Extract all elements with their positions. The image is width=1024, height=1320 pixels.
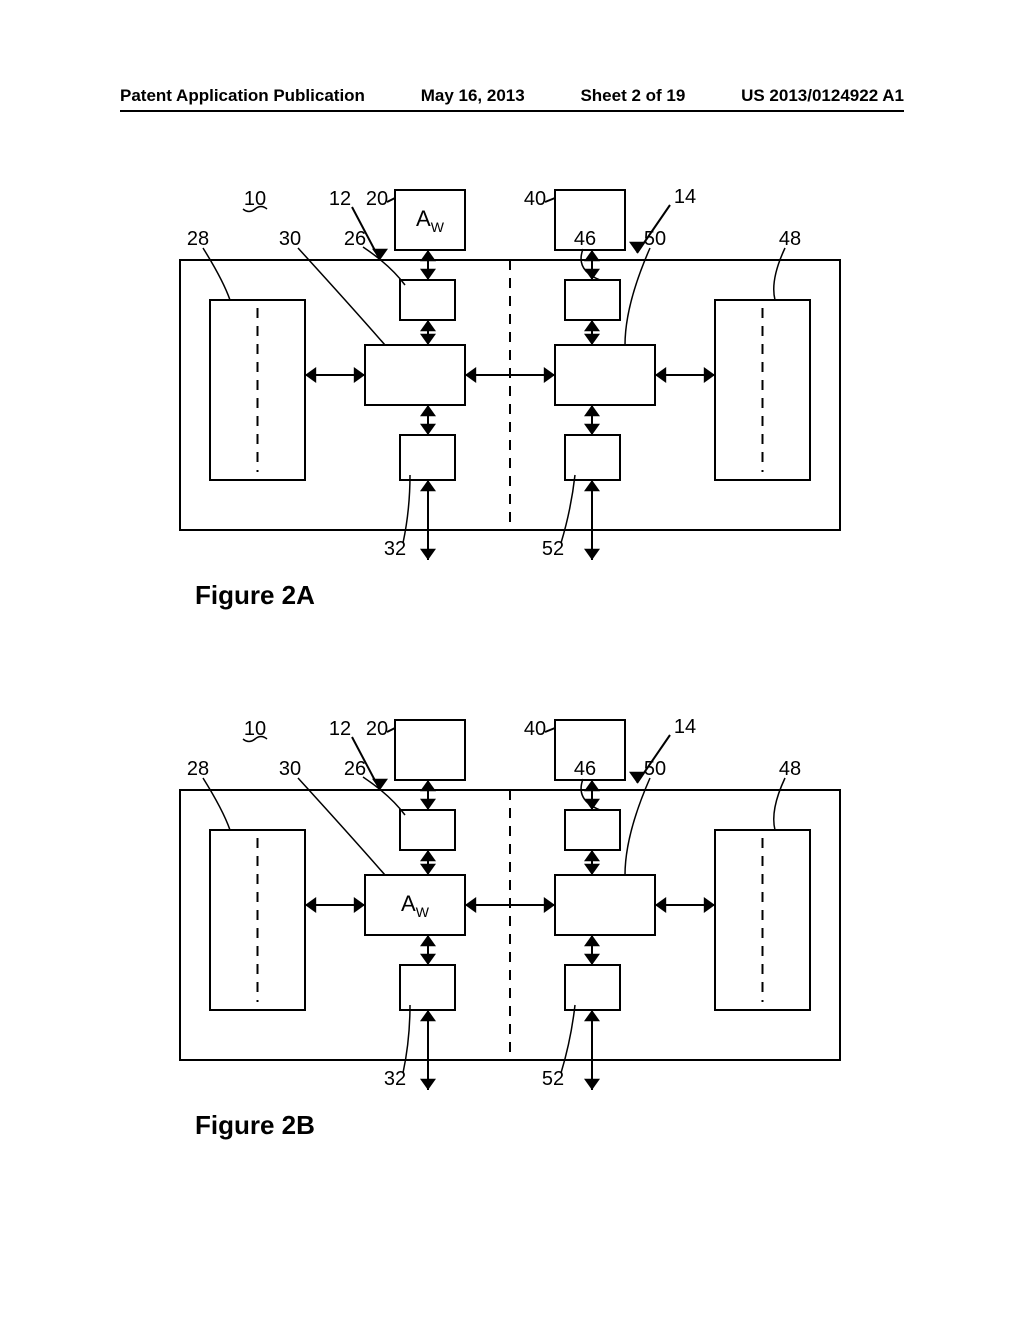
pub-date: May 16, 2013 bbox=[421, 86, 525, 106]
svg-text:30: 30 bbox=[279, 758, 301, 780]
svg-text:14: 14 bbox=[674, 186, 696, 208]
svg-text:28: 28 bbox=[187, 758, 209, 780]
figure-2b-caption: Figure 2B bbox=[195, 1110, 315, 1141]
sheet-number: Sheet 2 of 19 bbox=[580, 86, 685, 106]
svg-text:AW: AW bbox=[401, 891, 430, 920]
svg-text:48: 48 bbox=[779, 228, 801, 250]
figure-2a-caption: Figure 2A bbox=[195, 580, 315, 611]
svg-text:26: 26 bbox=[344, 228, 366, 250]
svg-text:48: 48 bbox=[779, 758, 801, 780]
svg-text:20: 20 bbox=[366, 188, 388, 210]
svg-text:30: 30 bbox=[279, 228, 301, 250]
svg-text:12: 12 bbox=[329, 718, 351, 740]
figure-2b-svg: AW10122040142830264650483252 bbox=[140, 700, 880, 1100]
svg-text:40: 40 bbox=[524, 188, 546, 210]
figure-2a-diagram: AW10122040142830264650483252 bbox=[140, 170, 880, 570]
svg-text:50: 50 bbox=[644, 758, 666, 780]
svg-text:12: 12 bbox=[329, 188, 351, 210]
svg-text:28: 28 bbox=[187, 228, 209, 250]
svg-text:20: 20 bbox=[366, 718, 388, 740]
page-header: Patent Application Publication May 16, 2… bbox=[120, 86, 904, 112]
pub-type: Patent Application Publication bbox=[120, 86, 365, 106]
svg-text:14: 14 bbox=[674, 716, 696, 738]
svg-text:26: 26 bbox=[344, 758, 366, 780]
figure-2b-diagram: AW10122040142830264650483252 bbox=[140, 700, 880, 1100]
svg-text:50: 50 bbox=[644, 228, 666, 250]
pub-number: US 2013/0124922 A1 bbox=[741, 86, 904, 106]
svg-text:46: 46 bbox=[574, 228, 596, 250]
svg-text:AW: AW bbox=[416, 206, 445, 235]
svg-text:40: 40 bbox=[524, 718, 546, 740]
figure-2a-svg: AW10122040142830264650483252 bbox=[140, 170, 880, 570]
svg-text:46: 46 bbox=[574, 758, 596, 780]
